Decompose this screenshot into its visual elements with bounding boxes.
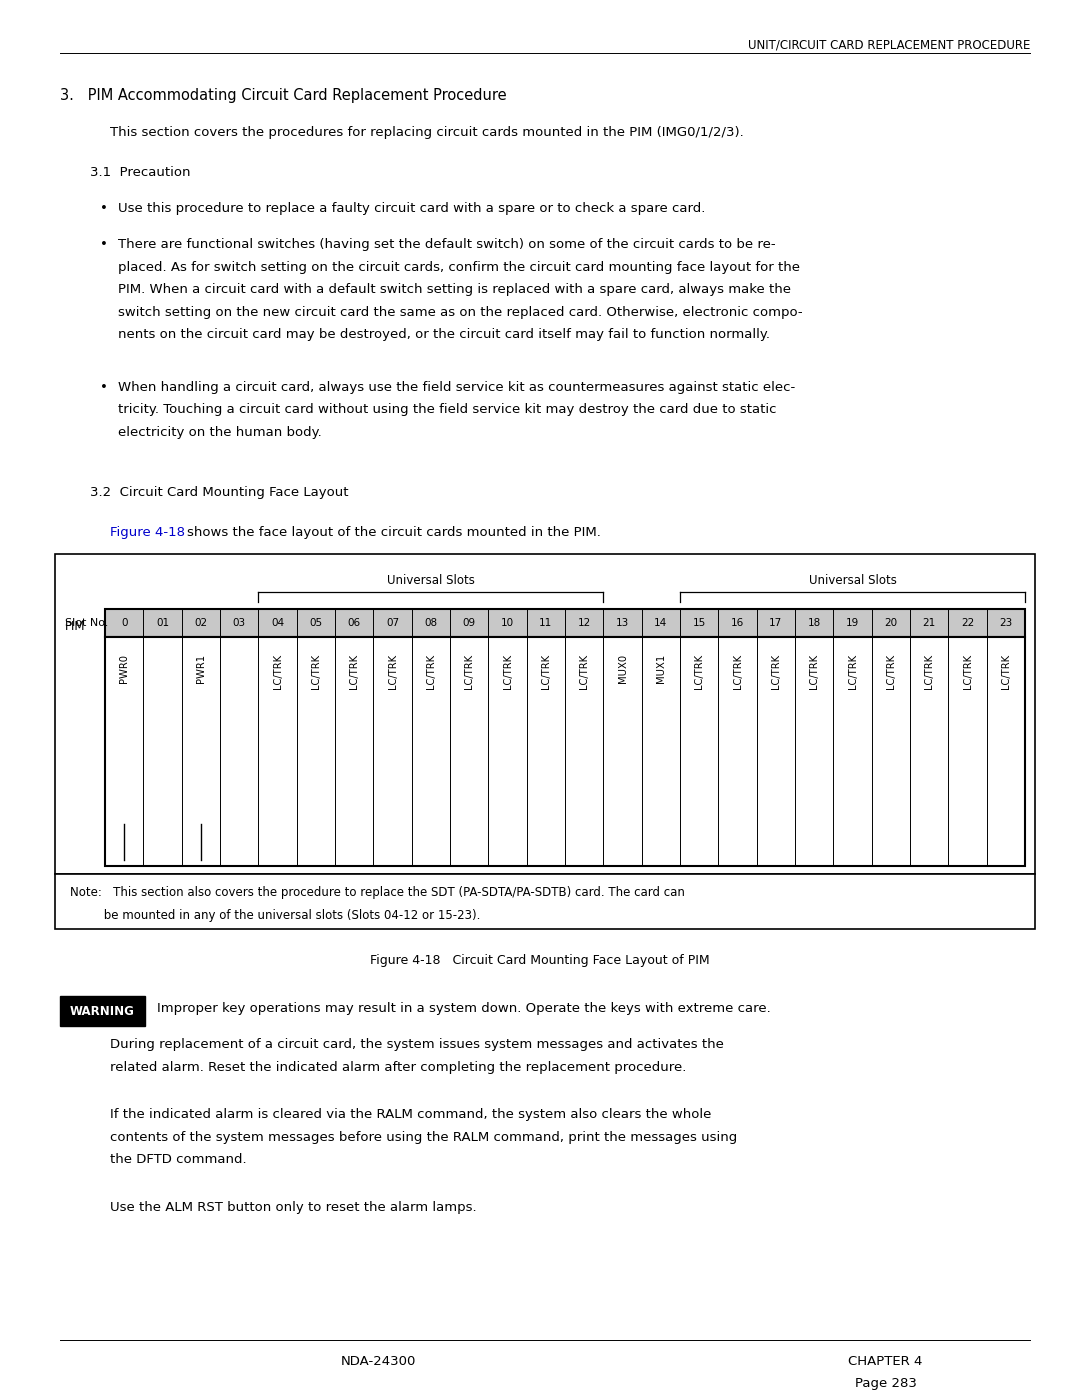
Text: 3.1  Precaution: 3.1 Precaution — [90, 166, 190, 179]
Text: LC/TRK: LC/TRK — [388, 654, 397, 689]
Text: NDA-24300: NDA-24300 — [340, 1355, 416, 1368]
Text: LC/TRK: LC/TRK — [694, 654, 704, 689]
Text: LC/TRK: LC/TRK — [502, 654, 513, 689]
Text: tricity. Touching a circuit card without using the field service kit may destroy: tricity. Touching a circuit card without… — [118, 402, 777, 416]
Text: PIM: PIM — [65, 619, 85, 633]
Text: UNIT/CIRCUIT CARD REPLACEMENT PROCEDURE: UNIT/CIRCUIT CARD REPLACEMENT PROCEDURE — [747, 38, 1030, 52]
Text: WARNING: WARNING — [70, 1004, 135, 1017]
Text: contents of the system messages before using the RALM command, print the message: contents of the system messages before u… — [110, 1130, 738, 1144]
Text: LC/TRK: LC/TRK — [848, 654, 858, 689]
Text: There are functional switches (having set the default switch) on some of the cir: There are functional switches (having se… — [118, 237, 775, 251]
Text: 16: 16 — [731, 617, 744, 629]
Text: related alarm. Reset the indicated alarm after completing the replacement proced: related alarm. Reset the indicated alarm… — [110, 1060, 687, 1073]
Text: Note:   This section also covers the procedure to replace the SDT (PA-SDTA/PA-SD: Note: This section also covers the proce… — [70, 886, 685, 900]
Text: Figure 4-18   Circuit Card Mounting Face Layout of PIM: Figure 4-18 Circuit Card Mounting Face L… — [370, 954, 710, 967]
Text: LC/TRK: LC/TRK — [349, 654, 360, 689]
Text: Universal Slots: Universal Slots — [809, 574, 896, 587]
Text: 10: 10 — [501, 617, 514, 629]
Text: LC/TRK: LC/TRK — [962, 654, 972, 689]
Text: When handling a circuit card, always use the field service kit as countermeasure: When handling a circuit card, always use… — [118, 380, 795, 394]
Text: placed. As for switch setting on the circuit cards, confirm the circuit card mou: placed. As for switch setting on the cir… — [118, 260, 800, 274]
Text: PWR1: PWR1 — [195, 654, 206, 683]
Text: Figure 4-18: Figure 4-18 — [110, 527, 185, 539]
Text: Improper key operations may result in a system down. Operate the keys with extre: Improper key operations may result in a … — [157, 1002, 771, 1016]
Text: PWR0: PWR0 — [119, 654, 130, 683]
Text: be mounted in any of the universal slots (Slots 04-12 or 15-23).: be mounted in any of the universal slots… — [70, 908, 481, 922]
Bar — [55, 555, 1035, 875]
Text: 22: 22 — [961, 617, 974, 629]
Text: LC/TRK: LC/TRK — [464, 654, 474, 689]
Text: 3.   PIM Accommodating Circuit Card Replacement Procedure: 3. PIM Accommodating Circuit Card Replac… — [60, 88, 507, 103]
Text: 15: 15 — [692, 617, 706, 629]
Text: 20: 20 — [885, 617, 897, 629]
Text: 13: 13 — [616, 617, 630, 629]
Text: 21: 21 — [922, 617, 935, 629]
Text: MUX0: MUX0 — [618, 654, 627, 683]
Text: 04: 04 — [271, 617, 284, 629]
Text: LC/TRK: LC/TRK — [541, 654, 551, 689]
Text: LC/TRK: LC/TRK — [579, 654, 590, 689]
Text: 02: 02 — [194, 617, 207, 629]
Bar — [105, 637, 1025, 866]
Text: Universal Slots: Universal Slots — [387, 574, 475, 587]
Text: If the indicated alarm is cleared via the RALM command, the system also clears t: If the indicated alarm is cleared via th… — [110, 1108, 712, 1120]
Text: LC/TRK: LC/TRK — [311, 654, 321, 689]
Text: LC/TRK: LC/TRK — [732, 654, 743, 689]
Bar — [105, 609, 1025, 637]
Text: 14: 14 — [654, 617, 667, 629]
Text: 03: 03 — [232, 617, 246, 629]
Text: 11: 11 — [539, 617, 553, 629]
Text: LC/TRK: LC/TRK — [809, 654, 819, 689]
Text: This section covers the procedures for replacing circuit cards mounted in the PI: This section covers the procedures for r… — [110, 126, 744, 138]
Text: Use the ALM RST button only to reset the alarm lamps.: Use the ALM RST button only to reset the… — [110, 1200, 476, 1214]
Text: CHAPTER 4: CHAPTER 4 — [849, 1355, 922, 1368]
Text: electricity on the human body.: electricity on the human body. — [118, 426, 322, 439]
Text: 05: 05 — [309, 617, 323, 629]
Text: 3.2  Circuit Card Mounting Face Layout: 3.2 Circuit Card Mounting Face Layout — [90, 486, 349, 499]
Text: MUX1: MUX1 — [656, 654, 666, 683]
Bar — [105, 609, 1025, 637]
Text: 07: 07 — [386, 617, 400, 629]
Text: the DFTD command.: the DFTD command. — [110, 1153, 246, 1166]
Text: 19: 19 — [846, 617, 859, 629]
Text: 08: 08 — [424, 617, 437, 629]
Text: switch setting on the new circuit card the same as on the replaced card. Otherwi: switch setting on the new circuit card t… — [118, 306, 802, 319]
Text: LC/TRK: LC/TRK — [924, 654, 934, 689]
Bar — [60, 996, 145, 1025]
Text: 18: 18 — [808, 617, 821, 629]
Text: 09: 09 — [462, 617, 475, 629]
Text: 0: 0 — [121, 617, 127, 629]
Text: 23: 23 — [999, 617, 1012, 629]
Text: •: • — [100, 380, 108, 394]
Text: •: • — [100, 203, 108, 215]
Text: •: • — [100, 237, 108, 251]
Text: During replacement of a circuit card, the system issues system messages and acti: During replacement of a circuit card, th… — [110, 1038, 724, 1051]
Text: 17: 17 — [769, 617, 782, 629]
Text: LC/TRK: LC/TRK — [272, 654, 283, 689]
Text: LC/TRK: LC/TRK — [886, 654, 895, 689]
Text: Use this procedure to replace a faulty circuit card with a spare or to check a s: Use this procedure to replace a faulty c… — [118, 203, 705, 215]
Text: Page 283: Page 283 — [854, 1377, 917, 1390]
Text: nents on the circuit card may be destroyed, or the circuit card itself may fail : nents on the circuit card may be destroy… — [118, 328, 770, 341]
Text: 06: 06 — [348, 617, 361, 629]
Text: Slot No.: Slot No. — [65, 617, 108, 629]
Text: 01: 01 — [156, 617, 170, 629]
Text: PIM. When a circuit card with a default switch setting is replaced with a spare : PIM. When a circuit card with a default … — [118, 284, 791, 296]
Bar — [55, 875, 1035, 929]
Text: 12: 12 — [578, 617, 591, 629]
Text: LC/TRK: LC/TRK — [426, 654, 436, 689]
Text: LC/TRK: LC/TRK — [1001, 654, 1011, 689]
Text: shows the face layout of the circuit cards mounted in the PIM.: shows the face layout of the circuit car… — [187, 527, 600, 539]
Text: LC/TRK: LC/TRK — [771, 654, 781, 689]
